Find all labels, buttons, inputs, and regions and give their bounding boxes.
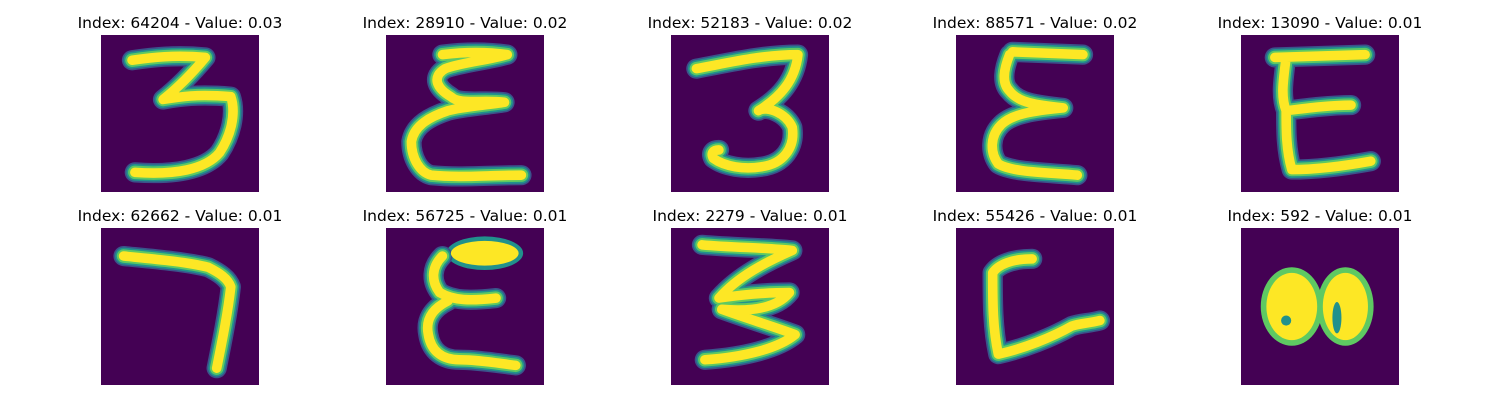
panel-title: Index: 64204 - Value: 0.03 — [77, 14, 283, 32]
digit-image — [671, 228, 829, 385]
panel-title: Index: 13090 - Value: 0.01 — [1217, 14, 1423, 32]
digit-image — [101, 35, 259, 192]
digit-image — [101, 228, 259, 385]
panel-title: Index: 55426 - Value: 0.01 — [932, 207, 1138, 225]
digit-image — [956, 35, 1114, 192]
digit-three-glyph — [671, 35, 829, 192]
digit-seven-glyph — [101, 228, 259, 385]
digit-epsilon-glyph — [386, 35, 544, 192]
digit-epsilon-glyph — [956, 35, 1114, 192]
digit-image — [386, 228, 544, 385]
panel-title: Index: 56725 - Value: 0.01 — [362, 207, 568, 225]
panel-title: Index: 52183 - Value: 0.02 — [647, 14, 853, 32]
panel-title: Index: 592 - Value: 0.01 — [1227, 207, 1413, 225]
digit-image — [671, 35, 829, 192]
letter-l-glyph — [956, 228, 1114, 385]
digit-epsilon-glyph — [386, 228, 544, 385]
panel-title: Index: 88571 - Value: 0.02 — [932, 14, 1138, 32]
digit-three-glyph — [101, 35, 259, 192]
digit-image — [386, 35, 544, 192]
digit-image — [1241, 35, 1399, 192]
panel-title: Index: 2279 - Value: 0.01 — [652, 207, 848, 225]
blob-glyph — [1241, 228, 1399, 385]
digit-three-glyph — [671, 228, 829, 385]
digit-image — [1241, 228, 1399, 385]
letter-e-glyph — [1241, 35, 1399, 192]
panel-title: Index: 28910 - Value: 0.02 — [362, 14, 568, 32]
digit-image — [956, 228, 1114, 385]
panel-title: Index: 62662 - Value: 0.01 — [77, 207, 283, 225]
